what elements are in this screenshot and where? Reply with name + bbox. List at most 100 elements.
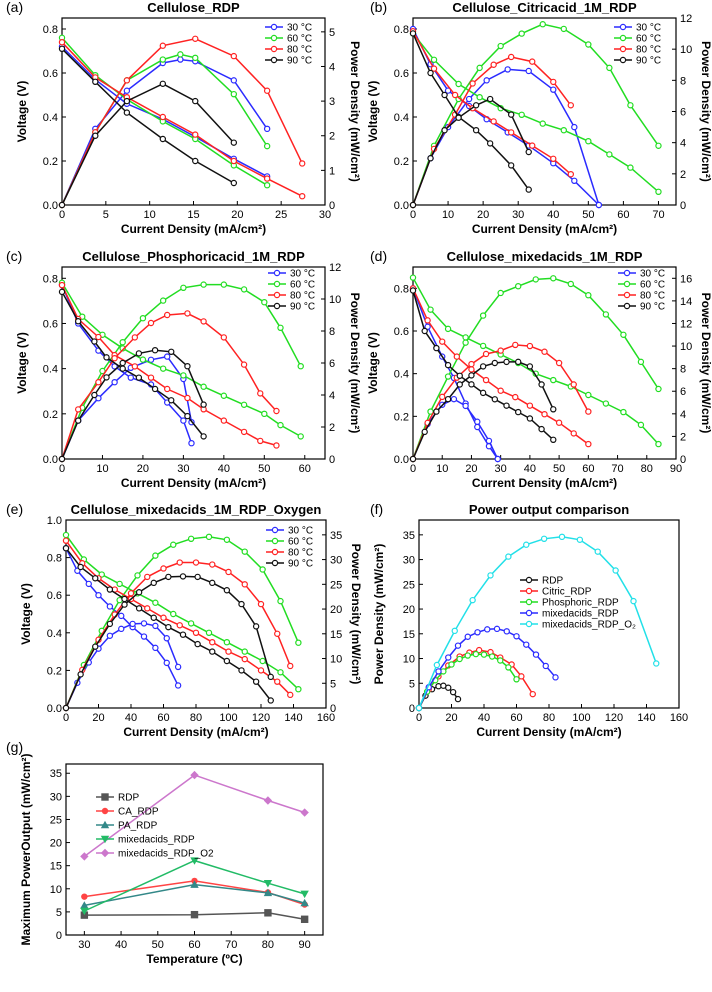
series-c-3-voltage-point (184, 412, 191, 420)
series-c-3-voltage-point (91, 338, 98, 345)
series-c-1-voltage-point (277, 421, 284, 429)
series-b-1-power-point (539, 21, 546, 28)
y-tick-label-f: 5 (409, 678, 415, 690)
legend-label-a: 60 °C (287, 34, 312, 45)
series-c-2-power-point (163, 311, 171, 319)
legend-label-b: 90 °C (636, 56, 661, 67)
y-tick-label-e: 0.6 (47, 590, 62, 602)
y2-tick-label-d: 4 (680, 409, 686, 421)
series-a-1-power-point (159, 56, 167, 63)
series-b-2-voltage-point (507, 129, 515, 136)
y2-tick-label-a: 5 (329, 27, 335, 39)
series-e-2-power-point (241, 581, 248, 588)
series-a-0-power-point (177, 56, 184, 63)
panel-label-d: (d) (370, 248, 387, 264)
series-a-1-power-point (177, 51, 184, 58)
series-d-2-power-point (541, 348, 548, 355)
series-e-2-voltage-point (274, 678, 281, 685)
series-c-0-voltage-point (127, 374, 134, 381)
series-e-2-voltage-point (192, 629, 200, 637)
series-c-2-power-point (200, 318, 207, 325)
series-e-2-voltage-point (209, 639, 216, 646)
series-b-2-voltage-point (567, 170, 575, 178)
y2-axis-label-b: Power Density (mW/cm²) (699, 41, 712, 182)
series-d-0-power-point (494, 455, 501, 463)
series-e-2-voltage-point (62, 537, 70, 544)
series-g-0-line (84, 912, 305, 921)
series-e-0-power-point (129, 620, 136, 628)
series-c-3-voltage-point (58, 288, 66, 296)
series-c-0-voltage-point (188, 439, 195, 447)
y2-tick-label-b: 6 (680, 107, 686, 119)
series-b-0-power-point (571, 123, 578, 131)
series-d-2-power-point (497, 347, 504, 354)
series-d-1-power-point (620, 331, 627, 338)
y2-tick-label-e: 15 (330, 629, 342, 641)
series-d-3-voltage-point (538, 425, 545, 433)
series-b-3-voltage-point (525, 186, 532, 193)
series-a-0-power-point (123, 87, 131, 94)
series-c-3-voltage-point (103, 354, 110, 361)
series-c-0-power-point (163, 353, 171, 360)
series-g-2-line (84, 883, 305, 907)
series-d-1-power-point (550, 275, 557, 282)
series-c-3-power-point (184, 363, 191, 370)
x-tick-label-e: 0 (63, 712, 69, 724)
series-d-2-voltage-point (555, 419, 563, 426)
series-b-3-power-point (507, 111, 515, 118)
series-d-0-power-point (485, 437, 493, 445)
series-e-3-voltage-point (179, 631, 187, 638)
x-tick-label-c: 20 (137, 463, 149, 475)
series-f-4-point (540, 535, 548, 543)
series-f-2-point (456, 655, 463, 663)
legend-label-c: 90 °C (290, 302, 315, 313)
series-b-1-power-point (497, 42, 504, 50)
y-tick-label-g: 10 (50, 884, 62, 896)
series-b-1-power-point (655, 142, 662, 149)
series-f-3-point (532, 651, 540, 658)
y-tick-label-g: 5 (56, 907, 62, 919)
legend-marker-e (271, 548, 279, 556)
series-d-3-voltage-point (503, 402, 510, 409)
y-tick-label-g: 0 (56, 930, 62, 942)
series-c-2-power-point (220, 334, 228, 341)
series-b-2-voltage-point (490, 118, 497, 125)
series-d-1-power-point (532, 276, 539, 283)
series-d-3-voltage-point (515, 408, 522, 416)
y-tick-label-b: 0.8 (394, 24, 409, 36)
series-b-1-voltage-point (455, 80, 462, 88)
series-e-0-power-point (152, 622, 159, 630)
series-e-2-power-point (127, 590, 135, 597)
series-d-1-voltage-point (585, 391, 592, 399)
series-d-3-voltage-point (444, 361, 452, 369)
series-g-3-point (190, 857, 199, 865)
series-b-3-voltage-point (507, 162, 515, 169)
series-c-3-voltage-point (200, 433, 207, 440)
y-tick-label-e: 0.8 (47, 553, 62, 565)
series-c-1-voltage-point (240, 401, 248, 408)
series-d-3-voltage-point (479, 389, 487, 397)
series-f-3-point (464, 633, 471, 640)
series-g-3-point (80, 907, 89, 916)
x-tick-label-f: 80 (543, 712, 555, 724)
series-a-1-power-point (192, 54, 199, 62)
series-a-3-power-point (92, 132, 99, 139)
series-e-3-voltage-point (77, 563, 84, 571)
y-axis-label-b: Voltage (V) (366, 81, 380, 143)
y-tick-label-e: 0.0 (47, 703, 62, 715)
y2-tick-label-d: 10 (680, 341, 692, 353)
legend-label-f: RDP (542, 576, 563, 587)
series-c-2-power-point (240, 361, 248, 368)
series-b-0-power-point (550, 86, 557, 93)
y-tick-label-f: 20 (403, 604, 415, 616)
x-tick-label-d: 60 (582, 463, 594, 475)
x-tick-label-e: 160 (317, 712, 335, 724)
legend-label-e: 30 °C (288, 526, 313, 537)
y-tick-label-e: 0.2 (47, 665, 62, 677)
series-d-3-voltage-point (433, 344, 440, 352)
x-tick-label-f: 120 (605, 712, 623, 724)
y2-tick-label-e: 30 (330, 555, 342, 567)
y-tick-label-e: 0.4 (47, 628, 62, 640)
y-axis-label-d: Voltage (V) (366, 332, 380, 394)
